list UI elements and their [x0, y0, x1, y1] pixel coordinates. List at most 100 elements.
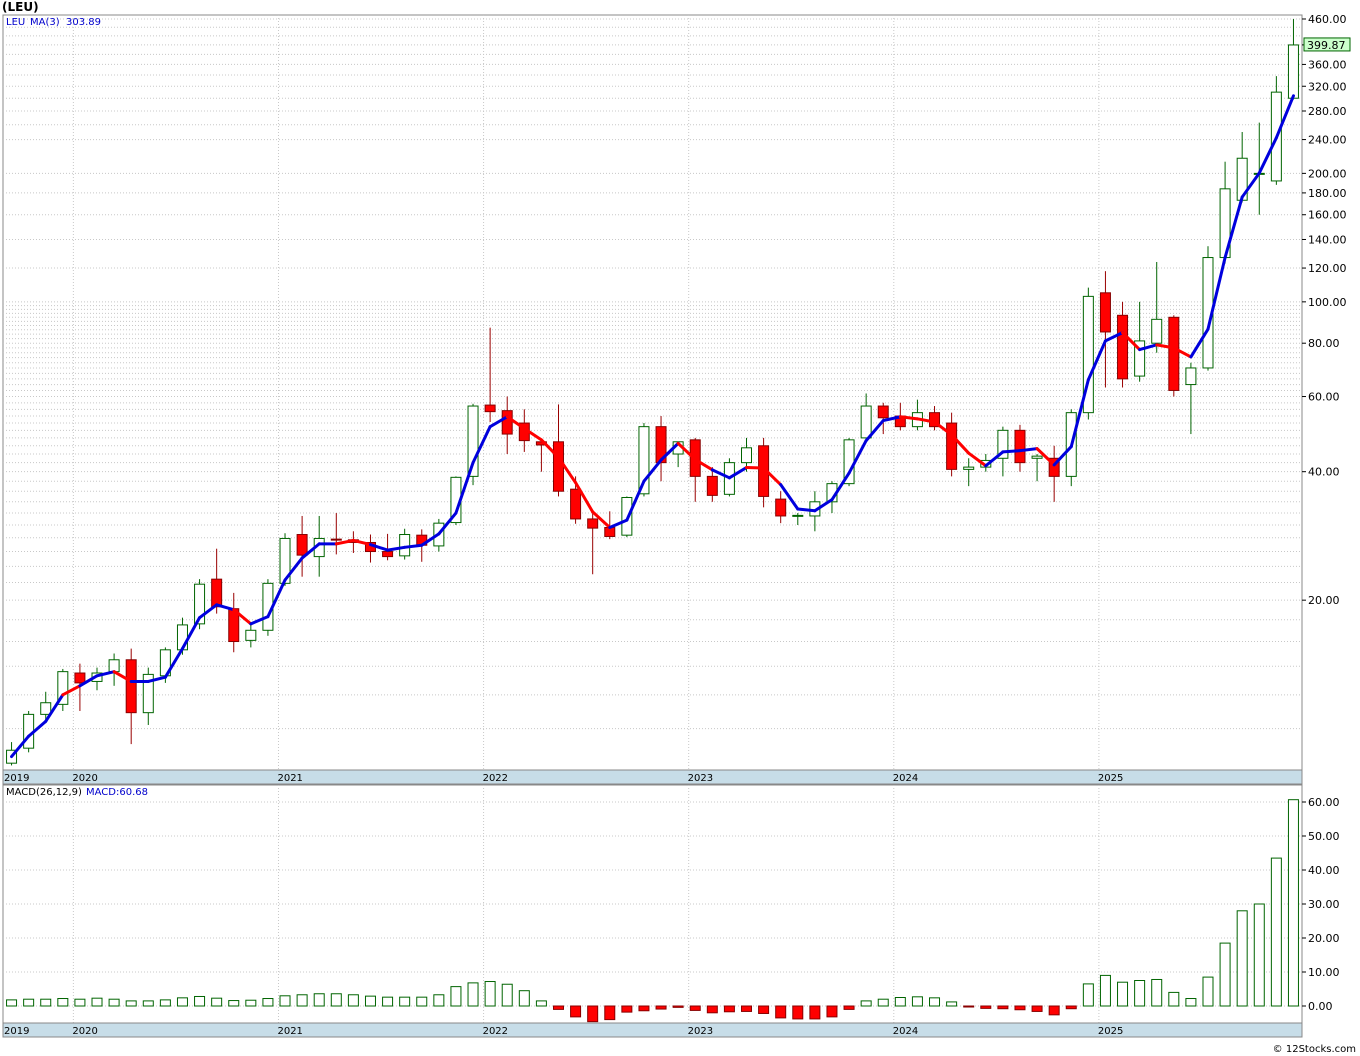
macd-bar-positive	[1236, 910, 1248, 1007]
ma-segment	[1121, 331, 1142, 352]
macd-bar-positive	[1202, 976, 1214, 1007]
price-y-tick-label: 180.00	[1308, 187, 1347, 200]
ma-segment	[249, 615, 270, 626]
macd-legend-value: MACD:60.68	[86, 787, 148, 798]
ma-segment	[574, 481, 595, 514]
ma-segment	[710, 468, 731, 480]
macd-bar-negative	[1065, 1005, 1077, 1010]
ma-segment	[676, 441, 697, 462]
date-band-bottom	[2, 1022, 1303, 1038]
price-y-tick-label: 80.00	[1308, 337, 1340, 350]
ma-segment	[488, 415, 509, 429]
candle-down	[296, 534, 308, 556]
macd-bar-negative	[604, 1005, 616, 1021]
macd-y-tick-label: 20.00	[1308, 932, 1340, 945]
ma-segment	[1086, 339, 1107, 382]
macd-bar-positive	[330, 993, 342, 1007]
ma-segment	[950, 433, 971, 455]
ma-segment	[437, 511, 458, 536]
x-axis-year-label: 2023	[688, 1026, 713, 1037]
candle-up	[1082, 295, 1094, 414]
macd-y-tick-label: 40.00	[1308, 864, 1340, 877]
ma-segment	[539, 438, 560, 459]
price-y-tick-label: 200.00	[1308, 167, 1347, 180]
candle-up	[638, 426, 650, 495]
ma-segment	[180, 616, 202, 651]
candle-up	[1134, 340, 1146, 377]
macd-bar-positive	[313, 993, 325, 1007]
candle-down	[382, 551, 394, 558]
candle-up	[142, 673, 154, 714]
macd-bar-negative	[570, 1005, 582, 1018]
ma-segment	[215, 603, 236, 612]
ma-segment	[642, 458, 663, 483]
ma-segment	[762, 466, 783, 487]
ma-segment	[625, 479, 646, 522]
candle-up	[467, 405, 479, 477]
macd-bar-negative	[638, 1005, 650, 1012]
x-axis-year-label: 2020	[72, 773, 97, 784]
ma-segment	[112, 670, 133, 683]
x-axis-year-label: 2024	[893, 1026, 918, 1037]
macd-bar-positive	[228, 1000, 240, 1007]
legend-symbol: LEU	[6, 17, 25, 28]
macd-bar-positive	[501, 983, 513, 1007]
ma-segment	[1189, 327, 1210, 359]
candle-up	[792, 514, 804, 517]
ma-segment	[1035, 447, 1056, 467]
ma-segment	[232, 608, 253, 626]
ma-segment	[1018, 447, 1039, 453]
candle-down	[570, 488, 582, 520]
macd-bar-positive	[1270, 857, 1282, 1007]
macd-bar-positive	[484, 981, 496, 1007]
x-axis-year-label: 2022	[483, 773, 508, 784]
x-axis-year-label: 2022	[483, 1026, 508, 1037]
candle-down	[552, 441, 564, 492]
macd-bar-positive	[518, 990, 530, 1007]
x-axis-year-label: 2025	[1098, 773, 1123, 784]
ma-segment	[847, 439, 868, 475]
ma-segment	[420, 532, 441, 547]
ma-segment	[505, 415, 526, 430]
x-axis-year-label: 2021	[277, 773, 302, 784]
ma-segment	[522, 426, 543, 442]
macd-bar-positive	[1117, 981, 1129, 1007]
ma-segment	[283, 556, 304, 582]
price-y-tick-label: 140.00	[1308, 233, 1347, 246]
price-y-tick-label: 460.00	[1308, 13, 1347, 26]
macd-bar-positive	[1287, 799, 1299, 1007]
candle-up	[860, 405, 872, 439]
candle-up	[57, 671, 69, 705]
macd-bar-negative	[963, 1005, 975, 1008]
macd-bar-positive	[347, 994, 359, 1007]
ma-segment	[1240, 171, 1261, 199]
candle-down	[1014, 429, 1026, 464]
macd-bar-positive	[176, 997, 188, 1007]
candle-down	[74, 672, 86, 684]
macd-y-axis: 60.00 50.00 40.00 30.00 20.00 10.00 0.00	[1302, 796, 1340, 1013]
ma-segment	[984, 450, 1005, 468]
footer-watermark: © 12Stocks.com	[1273, 1044, 1356, 1055]
candle-up	[741, 447, 753, 464]
candle-down	[1117, 314, 1129, 380]
ma-segment	[1103, 331, 1125, 343]
ma-segment	[608, 518, 629, 529]
ma-segment	[591, 510, 612, 529]
macd-bar-negative	[741, 1005, 753, 1012]
candle-down	[946, 422, 958, 470]
candle-down	[877, 405, 889, 419]
macd-bar-positive	[194, 995, 206, 1007]
macd-y-tick-label: 0.00	[1308, 1000, 1333, 1013]
ma-segment	[779, 483, 800, 511]
ma-segment	[898, 415, 919, 421]
macd-y-tick-label: 50.00	[1308, 830, 1340, 843]
ma-segment	[1257, 136, 1278, 175]
macd-bar-negative	[1048, 1005, 1060, 1016]
ma-segment	[198, 603, 219, 620]
x-axis-year-label: 2019	[4, 773, 29, 784]
ma-segment	[27, 719, 48, 738]
ma-segment	[1155, 343, 1176, 350]
macd-bar-negative	[655, 1005, 667, 1010]
ma-segment	[10, 734, 31, 759]
macd-bar-positive	[929, 997, 941, 1007]
